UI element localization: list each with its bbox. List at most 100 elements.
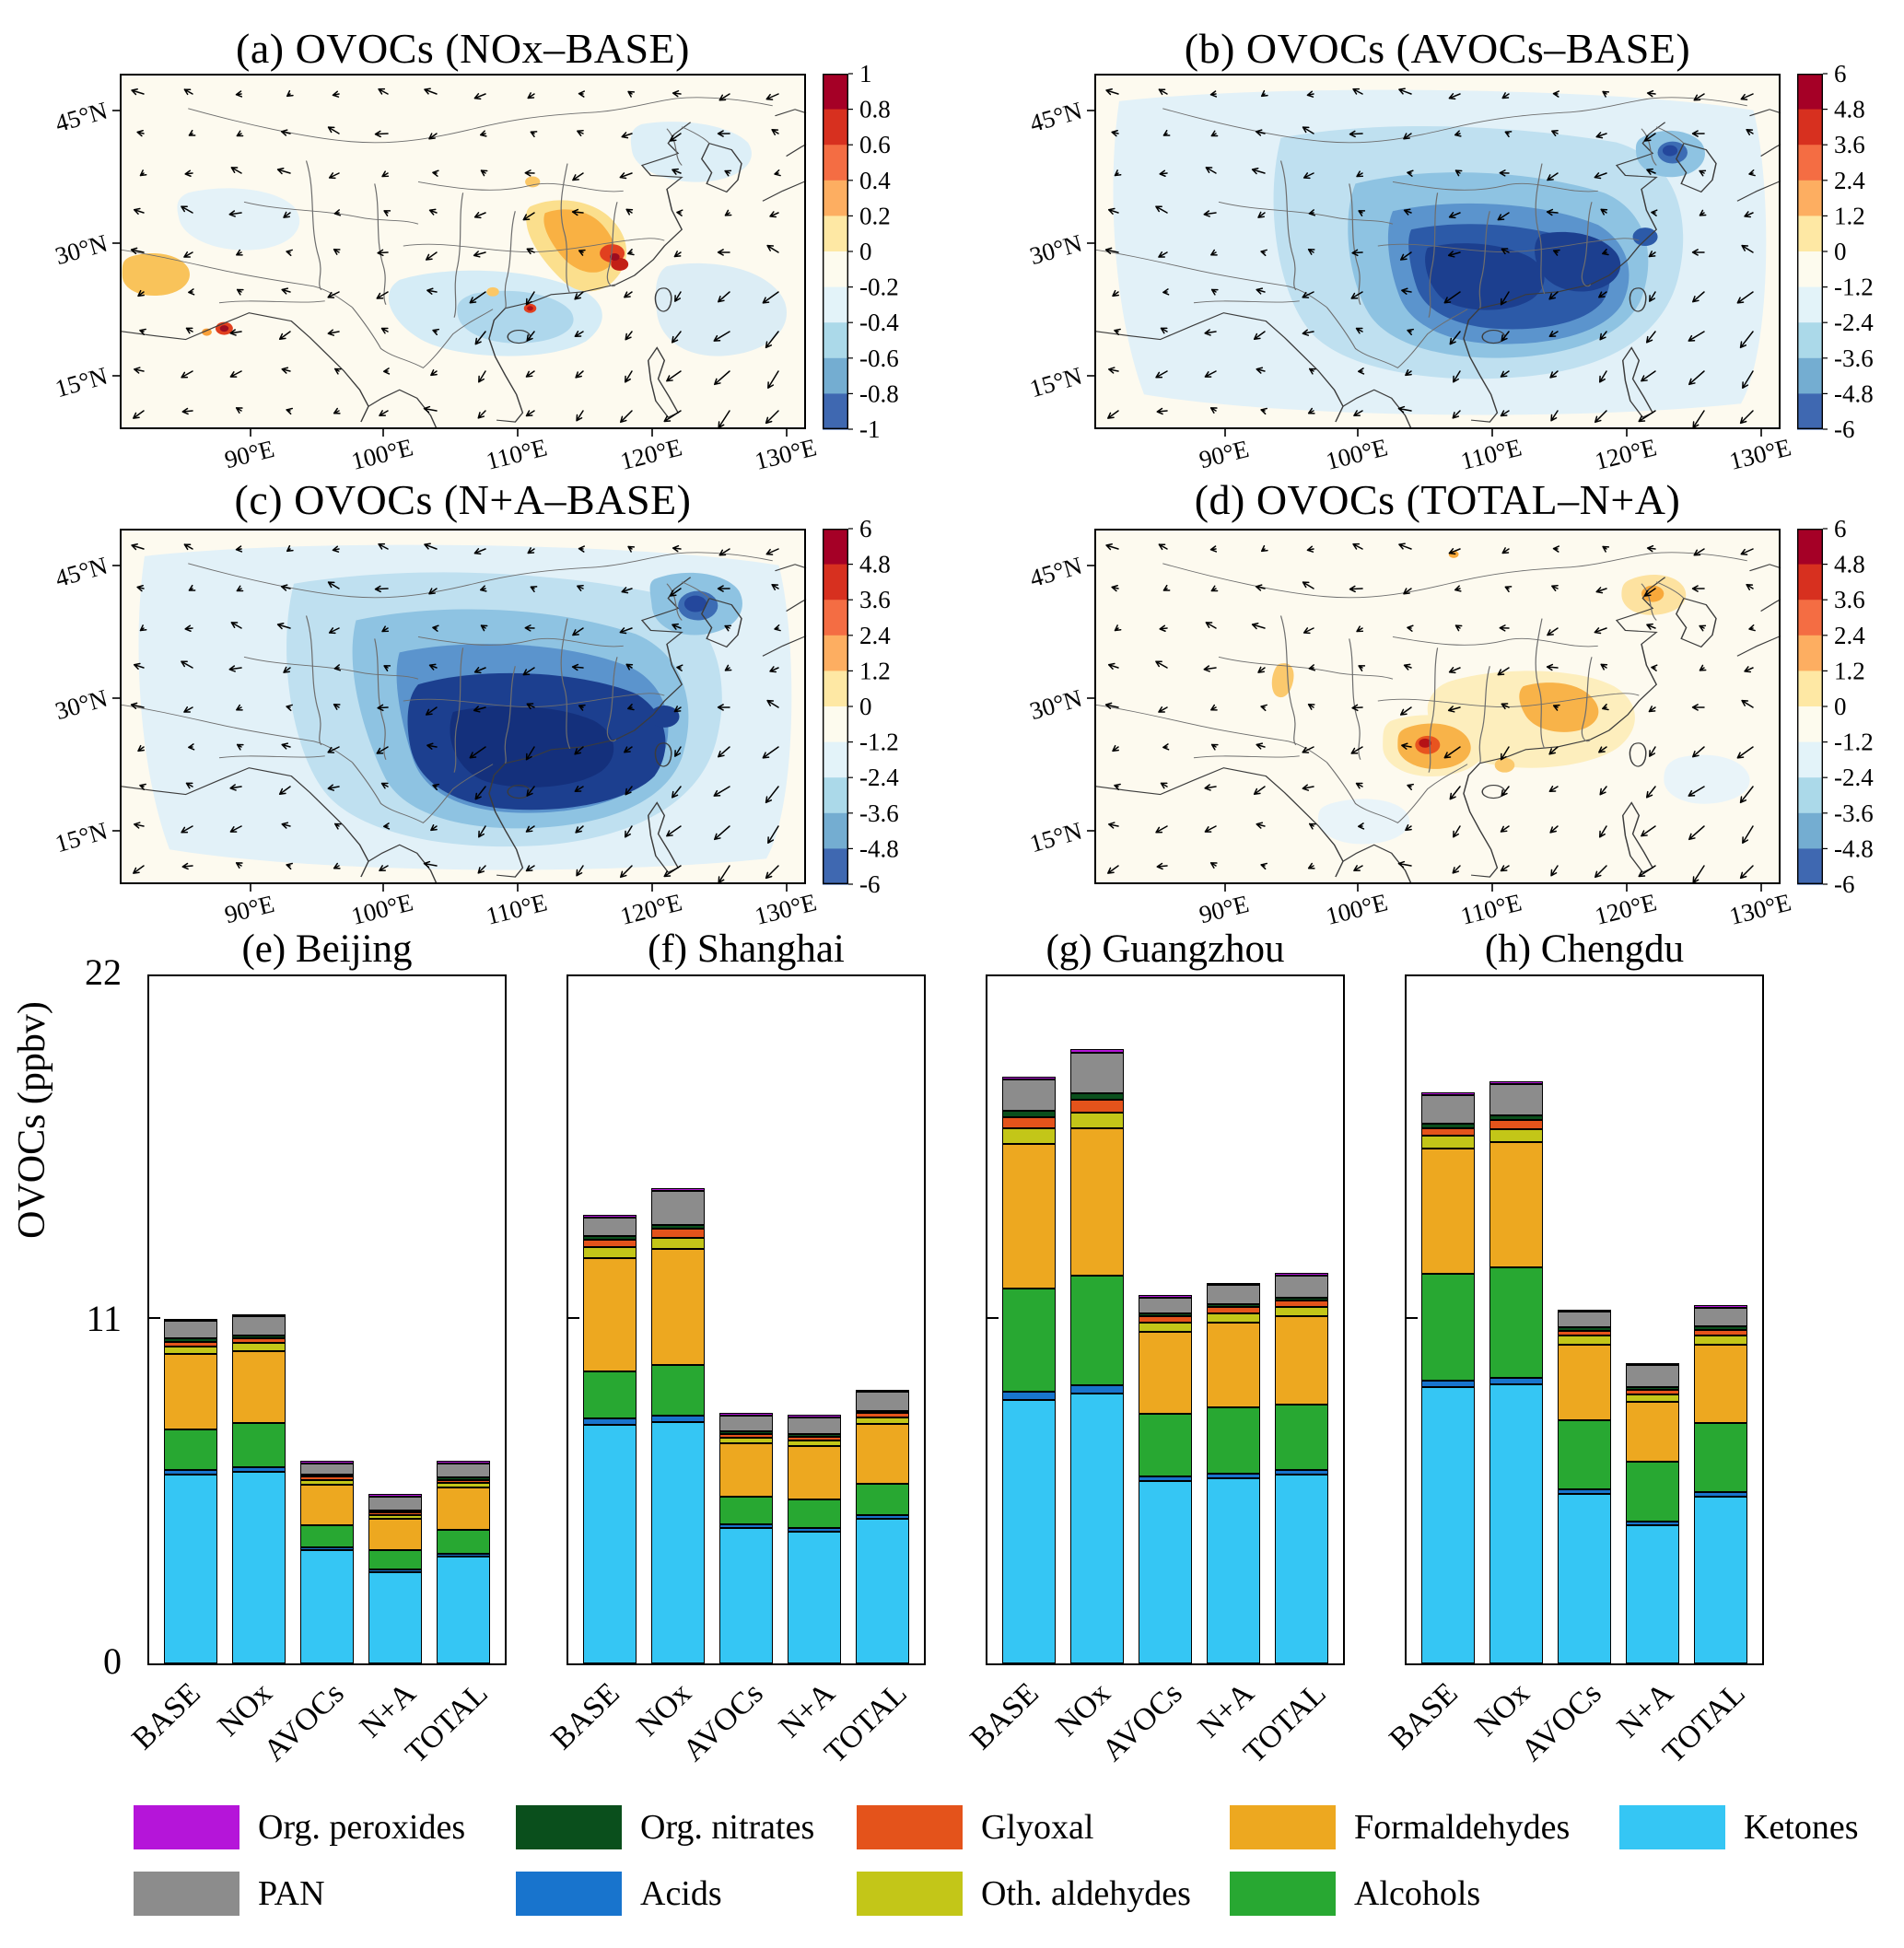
wind-arrow [328, 172, 340, 180]
wind-arrow [669, 588, 682, 597]
wind-arrow [383, 367, 391, 375]
wind-arrow [188, 129, 196, 136]
map-title-d: (d) OVOCs (TOTAL–N+A) [1194, 476, 1681, 523]
segment-glyoxal [788, 1436, 841, 1441]
wind-arrow [1159, 624, 1168, 632]
legend-label: Glyoxal [981, 1808, 1094, 1847]
wind-arrow [1210, 249, 1218, 256]
lat-tick-label: 30°N [53, 229, 111, 271]
wind-arrow [1302, 172, 1314, 180]
wind-arrow [771, 584, 779, 590]
wind-arrow [1308, 209, 1316, 216]
lon-tick-label: 110°E [1458, 434, 1524, 475]
filled-contours [138, 544, 792, 870]
segment-acids [1558, 1488, 1611, 1494]
wind-arrow [1203, 665, 1217, 672]
colorbar-tick-label: 3.6 [859, 586, 891, 613]
wind-arrow [1405, 823, 1412, 832]
legend-item-oth-aldehydes: Oth. aldehydes [857, 1872, 1191, 1916]
segment-acids [1139, 1476, 1192, 1482]
wind-arrow [1251, 622, 1266, 630]
segment-org-peroxides [368, 1494, 422, 1497]
wind-arrow [1594, 410, 1607, 424]
wind-arrow [1688, 331, 1705, 342]
wind-arrow [624, 746, 633, 753]
wind-arrow [228, 210, 242, 217]
wind-arrow [1353, 410, 1363, 417]
wind-arrow [332, 90, 340, 98]
wind-arrow [380, 327, 389, 334]
wind-arrow [627, 249, 635, 256]
colorbar-segment [1797, 357, 1823, 394]
wind-arrow [718, 410, 730, 429]
colorbar-tick-label: 2.4 [859, 622, 891, 649]
segment-pan [1275, 1276, 1328, 1298]
wind-arrow [1351, 704, 1363, 712]
colorbar-tick-label: -4.8 [1834, 834, 1874, 862]
wind-arrow [286, 249, 293, 257]
segment-org-nitrates [1275, 1297, 1328, 1301]
wind-arrow [1699, 664, 1707, 671]
wind-arrow [378, 87, 389, 95]
colorbar-segment [823, 671, 848, 707]
bar-NOx [1489, 1080, 1543, 1663]
wind-arrow [1740, 548, 1754, 555]
segment-alcohols [164, 1429, 217, 1471]
chart-xlabels-chengdu: BASE NOx AVOCs N+A TOTAL [1383, 1671, 1764, 1818]
wind-arrow [1307, 407, 1315, 414]
wind-arrow [235, 862, 243, 869]
wind-arrow [1162, 584, 1171, 591]
wind-arrow [1742, 825, 1754, 844]
wind-arrow [1547, 172, 1559, 181]
wind-arrow [333, 664, 342, 671]
wind-arrow [1736, 291, 1754, 304]
wind-arrow [1210, 130, 1219, 137]
segment-pan [1139, 1297, 1192, 1313]
colorbar-segment [1797, 74, 1823, 111]
bar-TOTAL [1694, 1305, 1747, 1663]
segment-glyoxal [1070, 1100, 1124, 1113]
segment-glyoxal [300, 1476, 354, 1480]
colorbar-tick-label: -2.4 [1834, 764, 1874, 791]
wind-arrow [423, 860, 438, 869]
bar-N+A [368, 1494, 422, 1663]
map-frame [120, 529, 806, 884]
wind-arrow [1602, 249, 1609, 256]
lon-tick-label: 110°E [484, 434, 550, 475]
wind-arrow [576, 410, 584, 422]
segment-alcohols [583, 1371, 637, 1419]
lon-tick-label: 90°E [222, 890, 277, 928]
wind-arrow [426, 287, 438, 295]
colorbar-segment [1797, 848, 1823, 885]
wind-arrow [181, 370, 193, 379]
wind-arrow [1504, 586, 1513, 593]
segment-oth-aldehydes [788, 1441, 841, 1447]
lat-tick-label: 15°N [1027, 817, 1085, 858]
segment-org-nitrates [1207, 1303, 1260, 1308]
wind-arrow [1158, 543, 1168, 551]
filled-contours [1113, 89, 1767, 415]
wind-arrow [1158, 706, 1168, 713]
wind-arrow [278, 786, 291, 795]
wind-arrow [1407, 783, 1414, 791]
wind-arrow [1358, 210, 1366, 216]
wind-arrow [1645, 331, 1656, 344]
wind-arrow [383, 665, 391, 671]
colorbar-frame [1796, 73, 1824, 430]
segment-pan [1070, 1053, 1124, 1094]
wind-arrow [1353, 865, 1363, 872]
wind-arrow [1308, 367, 1316, 375]
colorbar-segment [823, 286, 848, 323]
wind-arrow [230, 622, 242, 629]
wind-arrow [717, 249, 730, 256]
wind-arrow [1203, 210, 1217, 217]
segment-oth-aldehydes [1207, 1312, 1260, 1324]
wind-arrow [1646, 168, 1656, 175]
map-frame [1094, 74, 1781, 429]
wind-arrow [380, 782, 389, 789]
wind-arrow [139, 624, 147, 632]
wind-arrow [1108, 822, 1119, 829]
wind-arrow [374, 130, 389, 138]
lon-tick-label: 90°E [1197, 890, 1252, 928]
wind-arrow [478, 825, 486, 838]
